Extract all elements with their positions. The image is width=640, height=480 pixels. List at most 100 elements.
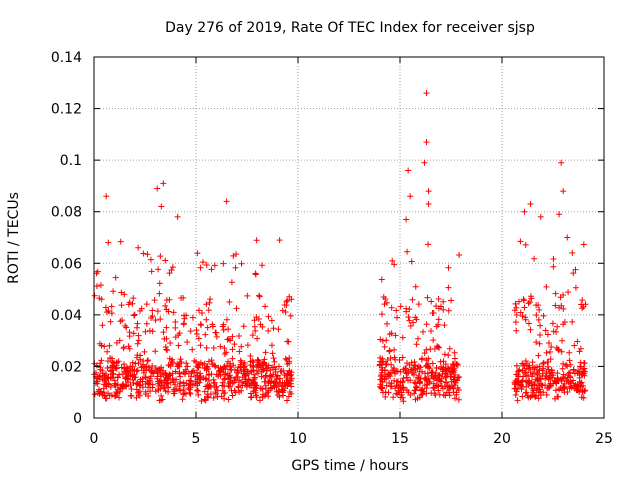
data-point xyxy=(123,324,130,331)
data-point xyxy=(411,379,418,386)
data-point xyxy=(398,391,405,398)
data-point xyxy=(423,376,430,383)
data-point xyxy=(378,359,385,366)
data-point xyxy=(172,386,179,393)
data-point xyxy=(241,363,248,370)
data-point xyxy=(130,295,137,302)
data-point xyxy=(133,394,140,401)
data-point xyxy=(259,323,266,330)
data-point xyxy=(142,391,149,398)
data-point xyxy=(225,326,232,333)
data-point xyxy=(273,383,280,390)
data-point xyxy=(542,327,549,334)
data-point xyxy=(425,355,432,362)
data-point xyxy=(271,358,278,365)
data-point xyxy=(441,351,448,358)
data-point xyxy=(432,374,439,381)
data-point xyxy=(203,344,210,351)
data-point xyxy=(210,345,217,352)
data-point xyxy=(421,159,428,166)
data-point xyxy=(134,340,141,347)
data-point xyxy=(382,393,389,400)
data-point xyxy=(428,327,435,334)
data-point xyxy=(145,384,152,391)
data-point xyxy=(543,283,550,290)
data-point xyxy=(513,362,520,369)
data-point xyxy=(135,360,142,367)
data-point xyxy=(424,362,431,369)
data-point xyxy=(102,304,109,311)
data-point xyxy=(521,304,528,311)
data-point xyxy=(238,343,245,350)
data-point xyxy=(423,385,430,392)
data-point xyxy=(411,390,418,397)
data-point xyxy=(537,213,544,220)
data-point xyxy=(377,336,384,343)
data-point xyxy=(437,303,444,310)
data-point xyxy=(445,365,452,372)
data-point xyxy=(520,296,527,303)
data-point xyxy=(259,394,266,401)
data-point xyxy=(105,239,112,246)
data-point xyxy=(446,383,453,390)
data-point xyxy=(96,340,103,347)
data-point xyxy=(268,373,275,380)
data-point xyxy=(378,384,385,391)
plot-frame xyxy=(93,56,605,419)
data-point xyxy=(394,314,401,321)
data-point xyxy=(105,390,112,397)
data-point xyxy=(552,302,559,309)
data-point xyxy=(439,385,446,392)
data-point xyxy=(379,389,386,396)
data-point xyxy=(127,372,134,379)
data-point xyxy=(130,330,137,337)
data-point xyxy=(253,237,260,244)
data-point xyxy=(256,397,263,404)
data-point xyxy=(183,360,190,367)
data-point xyxy=(238,260,245,267)
data-point xyxy=(406,317,413,324)
data-point xyxy=(146,379,153,386)
data-point xyxy=(512,300,519,307)
data-point xyxy=(154,368,161,375)
data-point xyxy=(577,359,584,366)
data-point xyxy=(540,312,547,319)
data-point xyxy=(408,359,415,366)
data-point xyxy=(388,380,395,387)
data-point xyxy=(530,370,537,377)
data-point xyxy=(95,386,102,393)
data-point xyxy=(220,321,227,328)
data-point xyxy=(165,362,172,369)
data-point xyxy=(137,376,144,383)
data-point xyxy=(165,384,172,391)
data-point xyxy=(126,329,133,336)
data-point xyxy=(574,370,581,377)
data-point xyxy=(519,377,526,384)
data-point xyxy=(413,341,420,348)
data-point xyxy=(445,389,452,396)
data-point xyxy=(112,274,119,281)
data-point xyxy=(276,363,283,370)
data-point xyxy=(384,320,391,327)
data-point xyxy=(574,338,581,345)
data-point xyxy=(579,297,586,304)
data-point xyxy=(133,386,140,393)
data-point xyxy=(435,316,442,323)
data-point xyxy=(116,371,123,378)
data-point xyxy=(232,264,239,271)
data-point xyxy=(424,294,431,301)
data-point xyxy=(154,308,161,315)
data-point xyxy=(285,370,292,377)
data-point xyxy=(203,367,210,374)
data-point xyxy=(106,342,113,349)
data-point xyxy=(176,330,183,337)
data-point xyxy=(228,387,235,394)
data-point xyxy=(514,397,521,404)
data-point xyxy=(148,367,155,374)
data-point xyxy=(556,211,563,218)
data-point xyxy=(536,375,543,382)
data-point xyxy=(399,354,406,361)
data-point xyxy=(105,307,112,314)
data-point xyxy=(172,334,179,341)
